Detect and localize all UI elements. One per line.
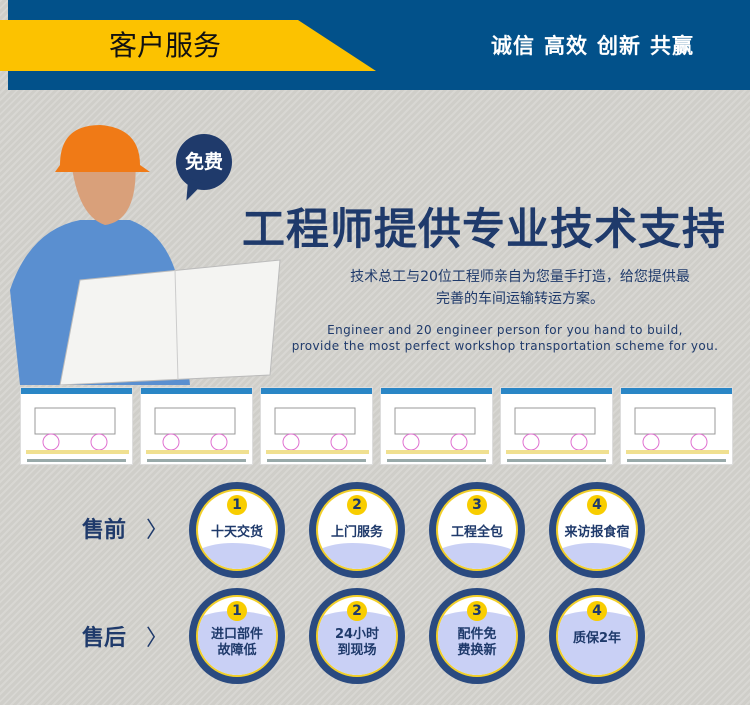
step-number: 2 bbox=[347, 601, 367, 621]
presale-label: 售前〉 bbox=[82, 512, 168, 544]
slogan-item: 高效 bbox=[544, 34, 588, 58]
slogan-item: 创新 bbox=[597, 34, 641, 58]
presale-item: 2 上门服务 bbox=[309, 482, 405, 578]
diagram-thumbnail[interactable] bbox=[620, 387, 733, 465]
presale-label-text: 售前 bbox=[82, 518, 127, 543]
english-description: Engineer and 20 engineer person for you … bbox=[270, 322, 740, 354]
diagram-gallery bbox=[20, 387, 733, 465]
step-number: 3 bbox=[467, 601, 487, 621]
diagram-thumbnail[interactable] bbox=[380, 387, 493, 465]
description: 技术总工与20位工程师亲自为您量手打造，给您提供最 完善的车间运输转运方案。 bbox=[300, 266, 740, 310]
item-text: 进口部件 故障低 bbox=[210, 627, 263, 658]
aftersale-item: 3 配件免 费换新 bbox=[429, 588, 525, 684]
diagram-thumbnail[interactable] bbox=[260, 387, 373, 465]
engineer-image bbox=[10, 125, 281, 385]
aftersale-item: 2 24小时 到现场 bbox=[309, 588, 405, 684]
diagram-thumbnail[interactable] bbox=[140, 387, 253, 465]
presale-item: 1 十天交货 bbox=[189, 482, 285, 578]
step-number: 1 bbox=[227, 601, 247, 621]
aftersale-label: 售后〉 bbox=[82, 620, 168, 652]
english-line: Engineer and 20 engineer person for you … bbox=[327, 323, 683, 337]
item-text: 24小时 到现场 bbox=[334, 627, 380, 658]
diagram-thumbnail[interactable] bbox=[500, 387, 613, 465]
free-badge: 免费 bbox=[176, 134, 232, 190]
slogan-item: 诚信 bbox=[491, 34, 535, 58]
chevron-right-icon: 〉 bbox=[146, 518, 169, 543]
item-text: 配件免 费换新 bbox=[457, 627, 497, 658]
item-text: 上门服务 bbox=[330, 525, 383, 540]
item-text: 质保2年 bbox=[572, 631, 622, 646]
presale-item: 4 来访报食宿 bbox=[549, 482, 645, 578]
aftersale-item: 4 质保2年 bbox=[549, 588, 645, 684]
chevron-right-icon: 〉 bbox=[146, 626, 169, 651]
step-number: 4 bbox=[587, 601, 607, 621]
step-number: 3 bbox=[467, 495, 487, 515]
aftersale-item: 1 进口部件 故障低 bbox=[189, 588, 285, 684]
item-text: 工程全包 bbox=[450, 525, 503, 540]
slogan: 诚信 高效 创新 共赢 bbox=[482, 30, 694, 60]
item-text: 来访报食宿 bbox=[564, 525, 630, 540]
slogan-item: 共赢 bbox=[650, 34, 694, 58]
headline: 工程师提供专业技术支持 bbox=[242, 205, 726, 255]
presale-item: 3 工程全包 bbox=[429, 482, 525, 578]
item-text: 十天交货 bbox=[210, 525, 263, 540]
diagram-thumbnail[interactable] bbox=[20, 387, 133, 465]
step-number: 2 bbox=[347, 495, 367, 515]
step-number: 4 bbox=[587, 495, 607, 515]
english-line: provide the most perfect workshop transp… bbox=[291, 339, 719, 353]
step-number: 1 bbox=[227, 495, 247, 515]
description-line: 完善的车间运输转运方案。 bbox=[436, 291, 604, 307]
aftersale-label-text: 售后 bbox=[82, 626, 127, 651]
page-title: 客户服务 bbox=[108, 29, 221, 62]
description-line: 技术总工与20位工程师亲自为您量手打造，给您提供最 bbox=[350, 269, 690, 285]
